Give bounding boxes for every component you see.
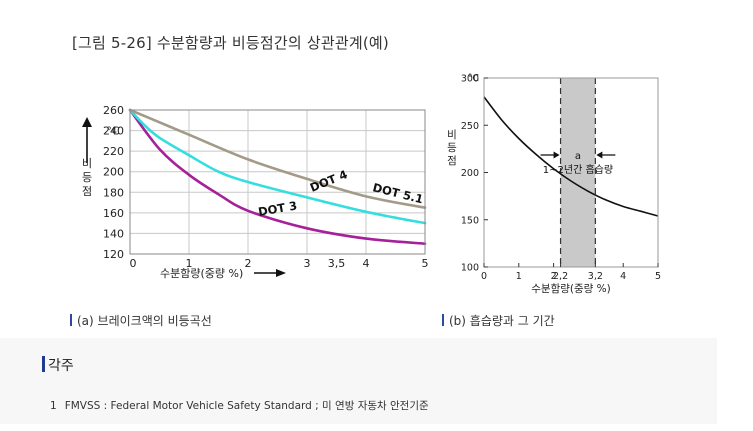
plot-frame	[129, 109, 426, 255]
boiling-curve-chart: 120 140 160 180 200 220 240 260 0 1 2 3 3,5 4 5 °C 비 등 점수분…	[82, 104, 429, 280]
y-tick-label: 160	[103, 207, 124, 220]
notes-panel	[0, 338, 717, 424]
band-label: a	[575, 151, 581, 162]
y-axis-arrowhead	[82, 117, 92, 127]
x-tick-label: 3,5	[328, 257, 346, 270]
series-line-0	[128, 108, 427, 245]
x-tick-label: 5	[422, 257, 429, 270]
y-tick-label: 300	[461, 74, 479, 85]
figure-title: [그림 5-26] 수분함량과 비등점간의 상관관계(예)	[72, 34, 389, 52]
y-tick-label: 260	[103, 104, 124, 117]
note-text: FMVSS : Federal Motor Vehicle Safety Sta…	[64, 400, 429, 412]
absorption-band	[559, 78, 596, 267]
caption-right-text: (b) 흡습량과 그 기간	[449, 314, 555, 328]
caption-marker	[70, 314, 72, 326]
y-tick-label: 150	[461, 215, 479, 226]
x-tick-label: 1	[186, 257, 193, 270]
y-tick-label: 200	[461, 168, 479, 179]
band-sublabel: 1~2년간 흡습량	[543, 163, 613, 176]
chart-series-group	[128, 108, 427, 245]
chart-labels: 120 140 160 180 200 220 240 260 0 1 2 3 3,5 4 5 °C 비 등 점수분…	[82, 104, 429, 280]
notes-heading: 각주	[42, 355, 74, 375]
band-fill	[560, 78, 596, 267]
x-tick-label: 4	[363, 257, 370, 270]
x-axis-title: 수분함량(중량 %)	[531, 283, 610, 295]
x-tick-label: 3	[304, 257, 311, 270]
band-arrowhead-left	[553, 151, 560, 159]
caption-right: (b) 흡습량과 그 기간	[442, 312, 555, 329]
series-line-1	[128, 108, 427, 225]
band-arrowhead-right	[596, 151, 603, 159]
notes-heading-marker	[42, 356, 45, 372]
y-tick-label: 120	[103, 248, 124, 261]
y-unit-label: °C	[106, 125, 120, 138]
chart-series-group	[483, 96, 659, 217]
caption-left: (a) 브레이크액의 비등곡선	[70, 312, 212, 329]
x-tick-label: 0	[481, 271, 487, 282]
caption-marker	[442, 314, 444, 326]
y-tick-label: 240	[103, 125, 124, 138]
y-unit-label: °C	[468, 73, 480, 84]
y-tick-label: 200	[103, 166, 124, 179]
x-tick-label: 4	[620, 271, 626, 282]
y-tick-label: 220	[103, 145, 124, 158]
x-tick-label: 2,2	[553, 271, 568, 282]
y-tick-label: 100	[461, 263, 479, 274]
notes-heading-text: 각주	[48, 358, 74, 374]
x-tick-label: 2	[245, 257, 252, 270]
x-tick-label: 3,2	[588, 271, 603, 282]
note-number: 1	[50, 400, 57, 412]
y-tick-label: 140	[103, 227, 124, 240]
x-tick-label: 2	[551, 271, 557, 282]
y-tick-label: 250	[461, 121, 479, 132]
series-label: DOT 3	[257, 198, 298, 219]
series-line-2	[128, 108, 427, 209]
x-tick-label: 1	[516, 271, 522, 282]
x-axis-title: 수분함량(중량 %)	[160, 267, 243, 280]
chart-axes	[82, 109, 426, 277]
note-item: 1 FMVSS : Federal Motor Vehicle Safety St…	[50, 398, 429, 413]
x-axis-arrowhead	[276, 269, 286, 277]
x-tick-label: 0	[130, 257, 137, 270]
y-tick-label: 180	[103, 186, 124, 199]
series-line-0	[483, 96, 659, 217]
caption-left-text: (a) 브레이크액의 비등곡선	[77, 314, 212, 328]
chart-axes	[483, 77, 659, 268]
x-tick-label: 5	[655, 271, 661, 282]
